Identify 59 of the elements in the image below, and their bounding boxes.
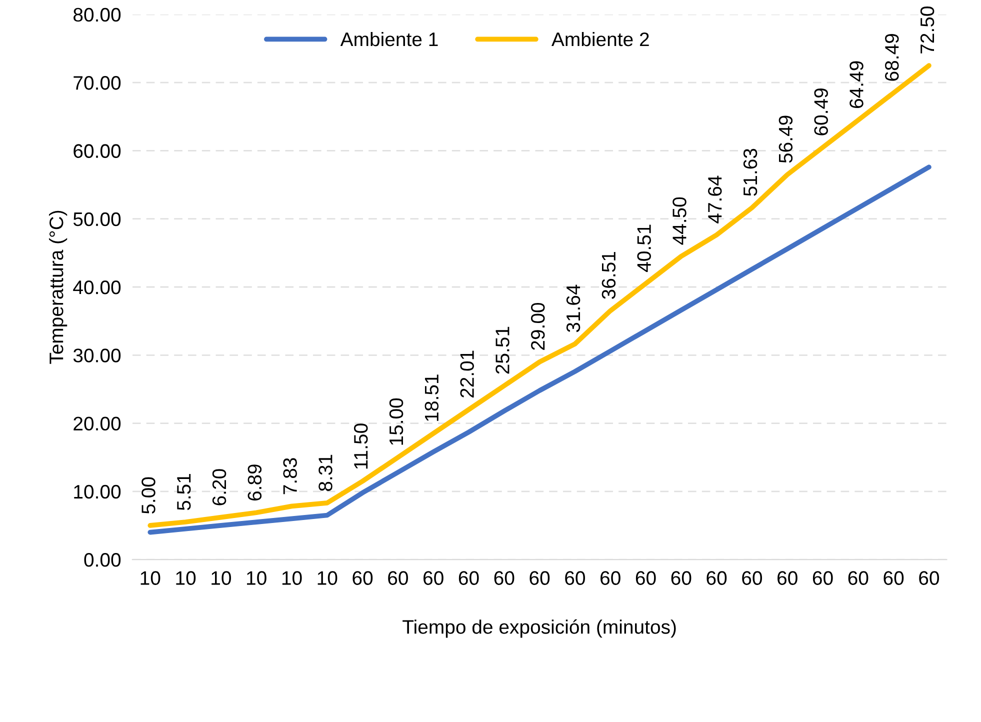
data-label: 5.00 — [142, 477, 156, 514]
data-label: 22.01 — [460, 350, 474, 398]
x-tick-label: 60 — [530, 571, 550, 585]
x-tick-label: 60 — [494, 571, 514, 585]
x-tick-label: 60 — [424, 571, 444, 585]
data-label: 72.50 — [920, 6, 934, 54]
y-tick-label: 0.00 — [84, 553, 121, 567]
x-tick-label: 10 — [212, 571, 231, 585]
x-tick-label: 60 — [706, 571, 727, 585]
x-tick-label: 60 — [812, 571, 833, 585]
x-tick-label: 10 — [282, 571, 302, 585]
y-tick-label: 60.00 — [74, 144, 121, 158]
x-tick-label: 60 — [742, 571, 762, 585]
x-tick-label: 10 — [247, 571, 266, 585]
data-label: 36.51 — [602, 252, 616, 299]
x-tick-label: 60 — [884, 571, 904, 585]
x-tick-label: 10 — [176, 571, 196, 585]
x-tick-label: 60 — [919, 571, 940, 585]
data-label: 6.20 — [212, 469, 226, 506]
x-tick-label: 60 — [352, 571, 373, 585]
x-axis-title: Tiempo de exposición (minutos) — [402, 619, 676, 638]
data-label: 11.50 — [354, 424, 368, 469]
x-tick-label: 60 — [600, 571, 620, 585]
data-label: 51.63 — [743, 148, 758, 196]
data-label: 47.64 — [708, 176, 722, 224]
data-label: 56.49 — [778, 116, 793, 163]
y-tick-label: 70.00 — [74, 76, 121, 90]
data-label: 44.50 — [672, 197, 686, 245]
y-tick-label: 30.00 — [73, 348, 121, 362]
data-label: 29.00 — [531, 302, 545, 350]
data-label: 25.51 — [496, 326, 510, 374]
data-label: 18.51 — [424, 374, 439, 421]
data-label: 40.51 — [637, 224, 651, 272]
x-tick-label: 60 — [458, 571, 479, 585]
data-label: 60.49 — [814, 88, 828, 136]
x-tick-label: 10 — [318, 571, 338, 585]
x-tick-label: 60 — [565, 571, 586, 585]
data-label: 7.83 — [283, 458, 297, 494]
y-tick-label: 20.00 — [74, 416, 121, 431]
legend-label: Ambiente 1 — [340, 32, 438, 46]
y-tick-label: 50.00 — [73, 212, 121, 226]
y-tick-label: 10.00 — [74, 484, 121, 499]
legend-label: Ambiente 2 — [552, 32, 649, 46]
x-tick-label: 60 — [848, 571, 868, 585]
x-tick-label: 60 — [388, 571, 408, 585]
x-tick-label: 10 — [140, 571, 160, 585]
data-label: 68.49 — [885, 34, 899, 81]
data-label: 8.31 — [318, 454, 332, 491]
y-tick-label: 80.00 — [74, 8, 121, 22]
data-label: 5.51 — [177, 474, 191, 510]
x-tick-label: 60 — [778, 571, 798, 585]
x-tick-label: 60 — [636, 571, 656, 585]
x-tick-label: 60 — [671, 571, 692, 585]
y-axis-title: Temperattura (°C) — [48, 210, 68, 364]
y-tick-label: 40.00 — [73, 280, 121, 294]
data-label: 64.49 — [850, 61, 864, 108]
data-label: 15.00 — [389, 398, 404, 445]
data-label: 31.64 — [566, 284, 580, 332]
data-label: 6.89 — [248, 464, 262, 501]
